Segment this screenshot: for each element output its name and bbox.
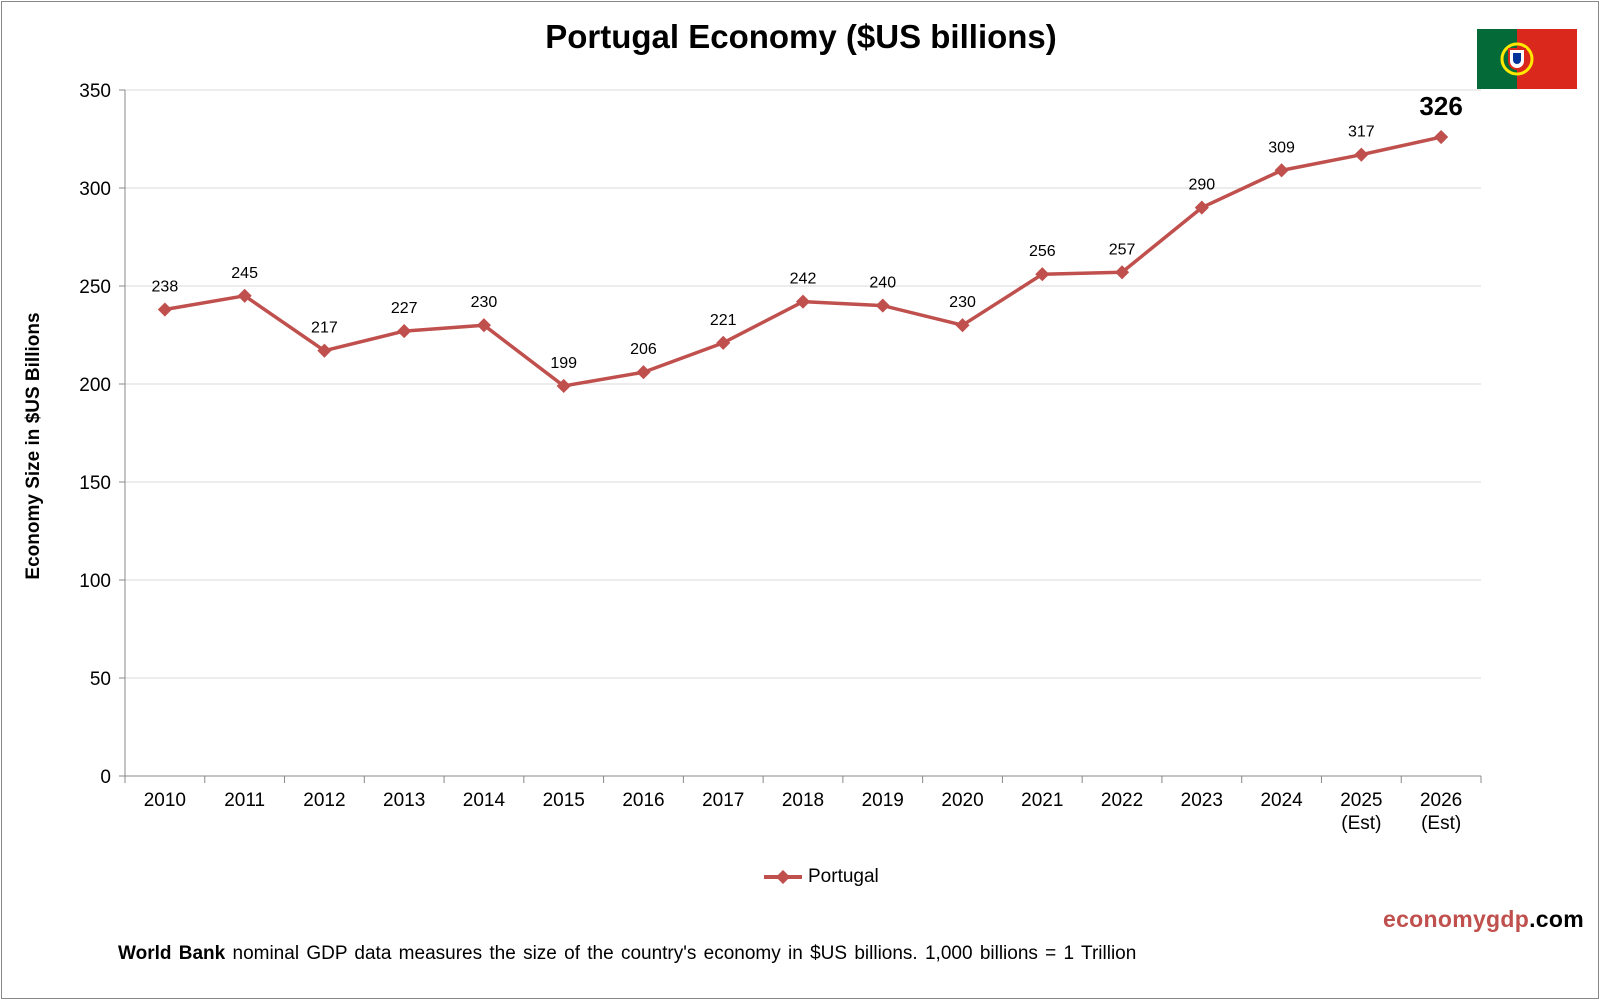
x-tick-label-15: 2025 [1340, 790, 1382, 811]
data-point-12 [1114, 265, 1130, 280]
brand-part1: economygdp [1382, 906, 1530, 932]
x-tick-label-5: 2015 [543, 790, 585, 811]
data-label-10: 230 [949, 294, 976, 311]
chart-title: Portugal Economy ($US billions) [545, 18, 1057, 55]
portugal-flag-icon [1477, 29, 1577, 89]
x-tick-label-3: 2013 [383, 790, 425, 811]
y-tick-label-100: 100 [79, 571, 111, 592]
data-point-1 [237, 288, 252, 303]
x-tick-label-16: 2026 [1420, 790, 1462, 811]
data-point-11 [1035, 267, 1050, 282]
x-tick-label-11: 2021 [1021, 790, 1063, 811]
data-label-14: 309 [1268, 139, 1295, 156]
data-label-7: 221 [710, 312, 737, 329]
brand-watermark: economygdp.com [1383, 906, 1584, 933]
data-label-11: 256 [1029, 243, 1056, 260]
legend-label-portugal: Portugal [808, 866, 879, 887]
data-labels: 238 245 217 227 230 199 206 221 242 240 230 256 257 2… [152, 91, 1463, 372]
data-point-13 [1194, 200, 1209, 215]
data-label-5: 199 [550, 355, 577, 372]
data-point-7 [716, 335, 731, 350]
data-point-5 [556, 378, 571, 394]
brand-part2: .com [1529, 906, 1584, 932]
x-tick-label-2: 2012 [303, 790, 345, 811]
data-point-2 [317, 343, 332, 358]
data-point-15 [1354, 147, 1369, 162]
data-point-6 [636, 365, 651, 380]
footnote: World Bank nominal GDP data measures the… [118, 943, 1136, 965]
x-tick-label-1: 2011 [224, 790, 265, 811]
x-tick-label-13: 2023 [1181, 790, 1223, 811]
data-point-14 [1274, 163, 1289, 178]
x-tick-label-4: 2014 [463, 790, 506, 811]
data-label-8: 242 [790, 271, 817, 288]
data-label-2: 217 [311, 320, 338, 337]
x-tick-label-15-line2: (Est) [1341, 813, 1381, 834]
data-label-1: 245 [231, 265, 258, 282]
x-tick-label-16-line2: (Est) [1421, 813, 1461, 834]
x-tick-label-6: 2016 [622, 790, 664, 811]
y-tick-label-250: 250 [79, 277, 111, 298]
data-point-9 [875, 298, 890, 313]
x-tick-label-8: 2018 [782, 790, 824, 811]
y-tick-label-200: 200 [79, 375, 111, 396]
data-point-3 [397, 324, 412, 339]
y-tick-label-50: 50 [90, 669, 111, 690]
footnote-text: nominal GDP data measures the size of th… [225, 943, 1137, 964]
gridlines [125, 89, 1481, 679]
y-tick-label-350: 350 [79, 81, 111, 102]
data-label-3: 227 [391, 300, 418, 317]
data-point-0 [157, 302, 172, 317]
y-tick-label-150: 150 [79, 473, 111, 494]
data-point-8 [795, 294, 811, 309]
x-ticks: 2010 2011 2012 2013 2014 2015 2016 2017 2018 2019… [144, 790, 1463, 834]
data-label-9: 240 [869, 275, 896, 292]
data-point-10 [955, 318, 970, 333]
x-tick-label-14: 2024 [1260, 790, 1303, 811]
data-label-0: 238 [152, 279, 179, 296]
data-label-4: 230 [471, 294, 498, 311]
x-tick-label-12: 2022 [1101, 790, 1143, 811]
footnote-bold: World Bank [118, 943, 226, 964]
x-tick-label-9: 2019 [862, 790, 904, 811]
legend-line-marker [764, 870, 802, 884]
data-label-15: 317 [1348, 124, 1375, 141]
legend: Portugal [762, 866, 879, 888]
data-label-13: 290 [1188, 177, 1215, 194]
data-label-6: 206 [630, 341, 657, 358]
y-ticks: 0 50 100 150 200 250 300 350 [79, 81, 111, 788]
data-label-12: 257 [1109, 241, 1136, 258]
axes [119, 89, 1482, 783]
x-tick-label-0: 2010 [144, 790, 186, 811]
data-point-4 [476, 318, 492, 333]
series-portugal [157, 129, 1449, 394]
y-tick-label-0: 0 [100, 767, 111, 788]
y-tick-label-300: 300 [79, 179, 111, 200]
data-point-16 [1434, 129, 1449, 145]
series-line-0 [164, 135, 1442, 388]
data-label-16: 326 [1419, 91, 1462, 121]
x-tick-label-7: 2017 [702, 790, 744, 811]
x-tick-label-10: 2020 [941, 790, 983, 811]
